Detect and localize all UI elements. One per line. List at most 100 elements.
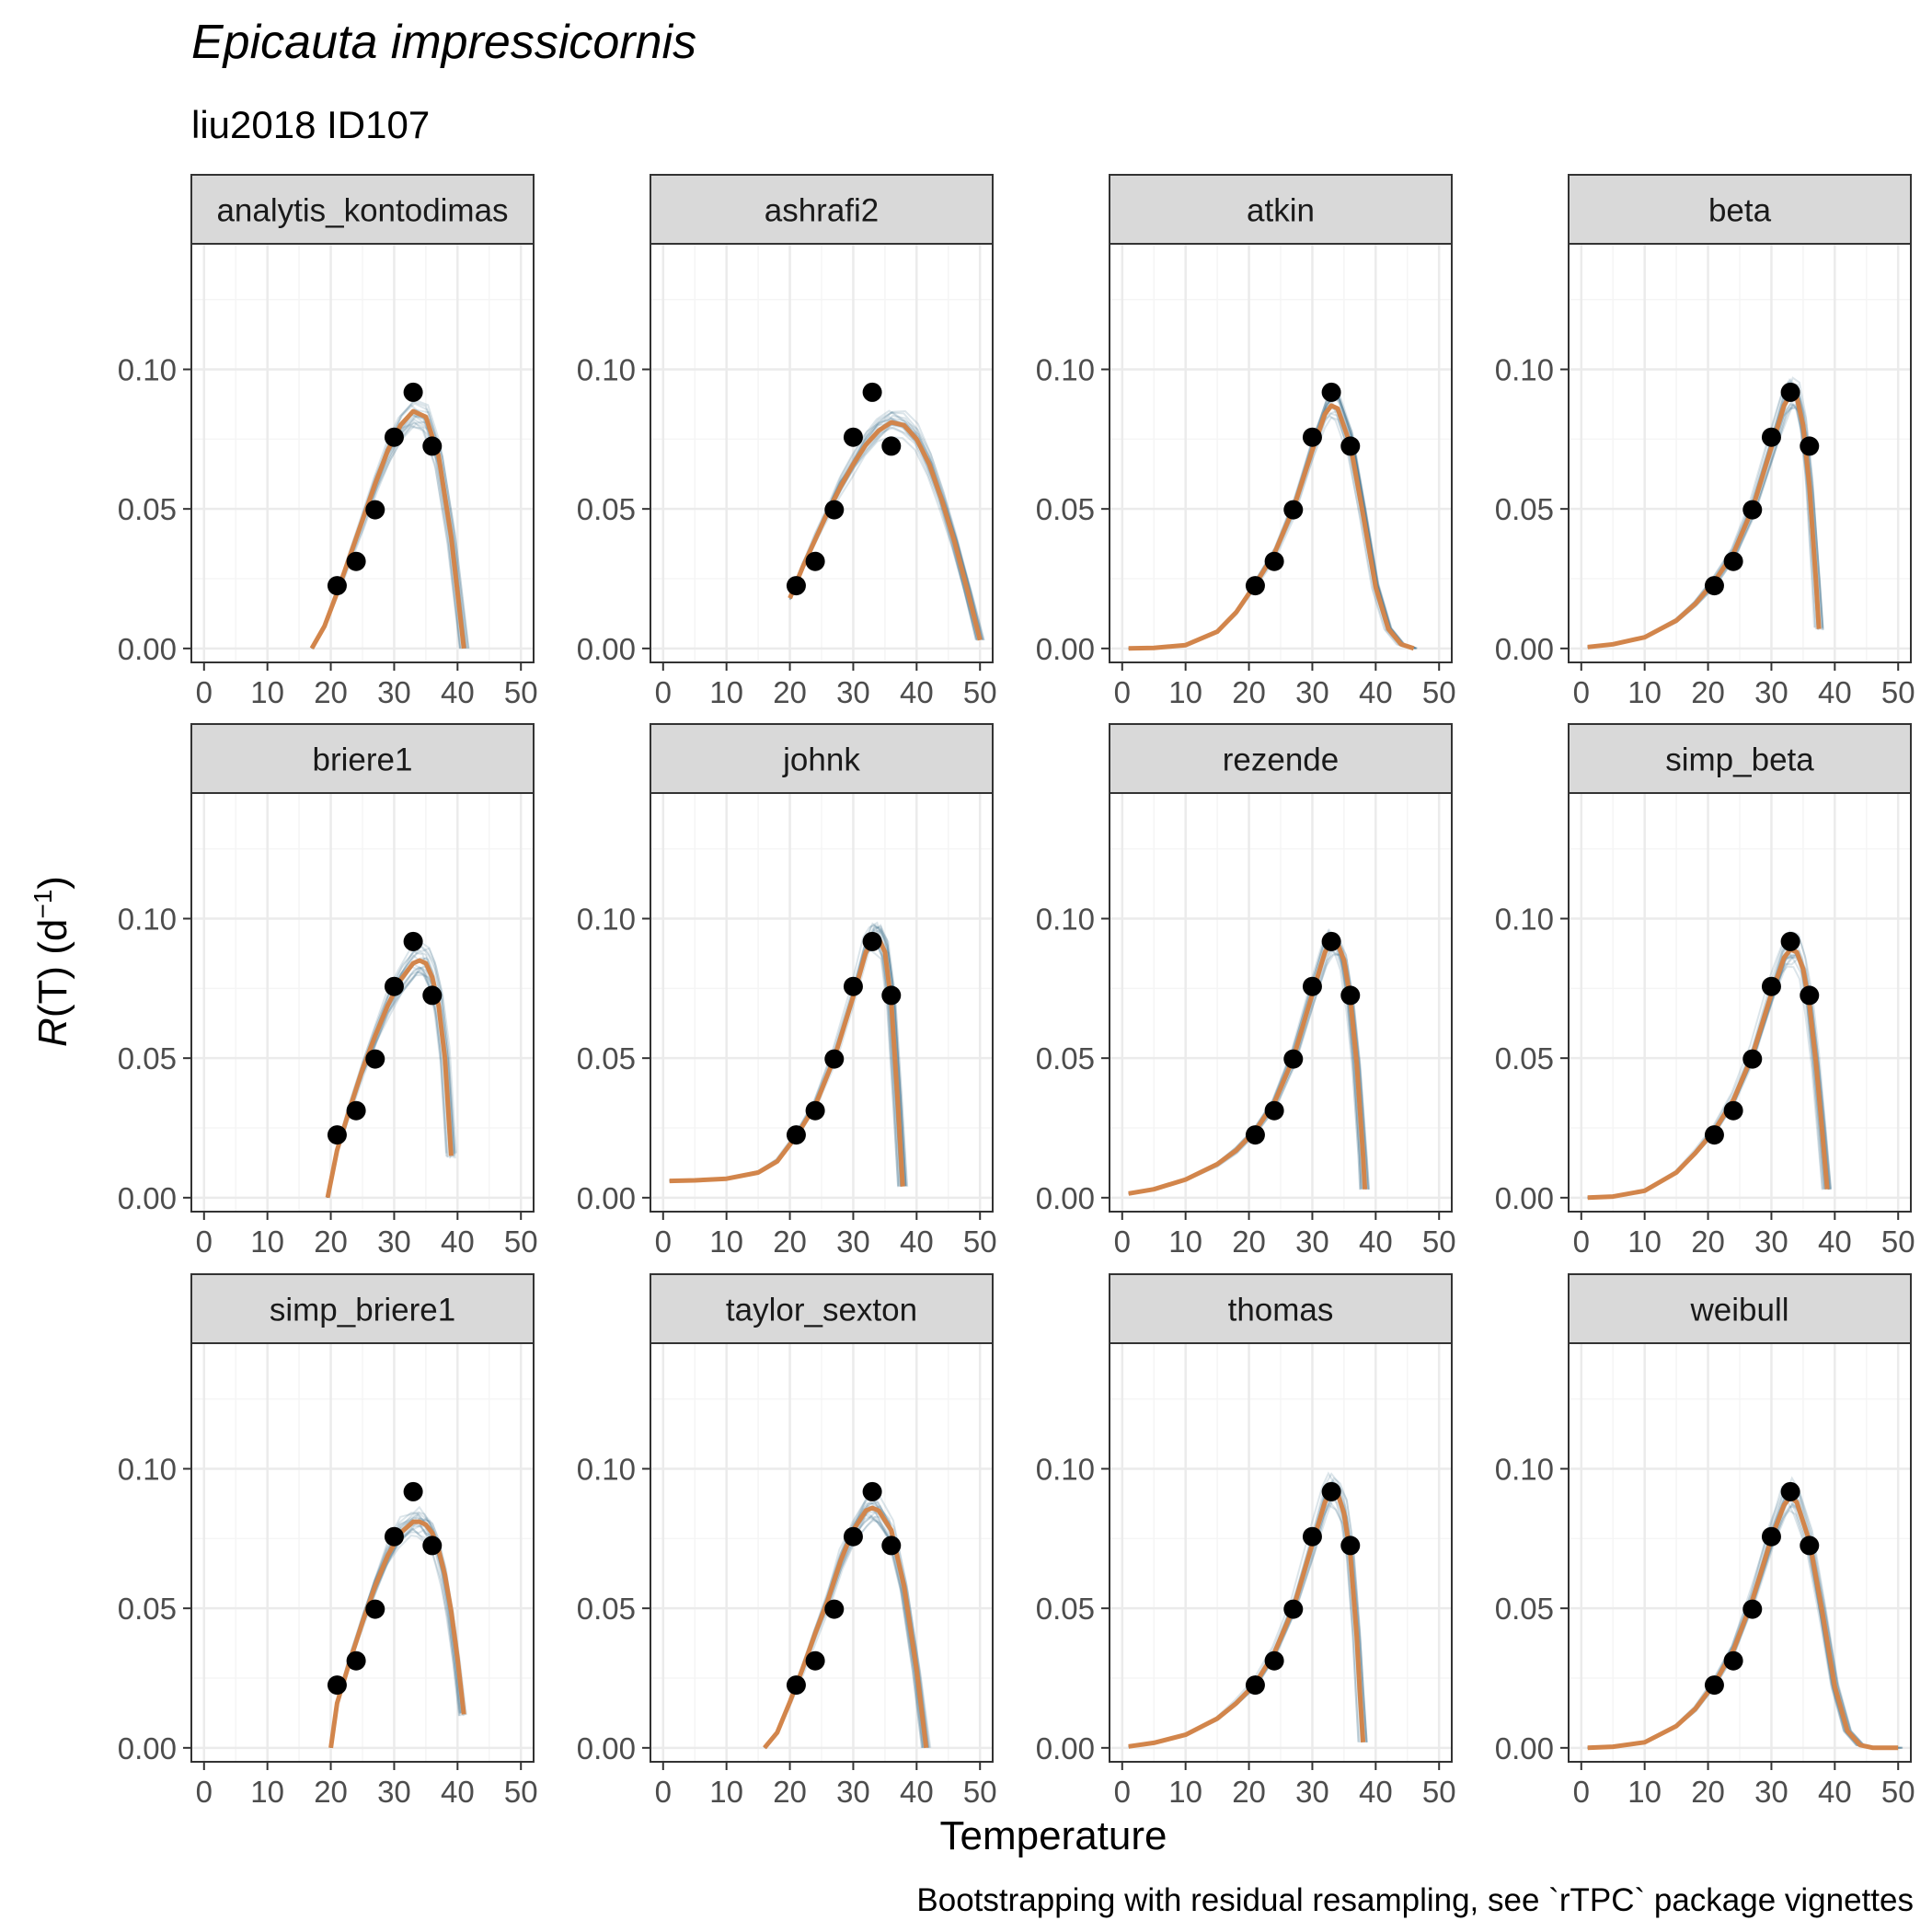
y-tick-label: 0.10 [1036,353,1095,387]
x-tick-label: 50 [1422,1225,1456,1259]
panel-border [650,1342,994,1763]
data-point [1321,1481,1341,1501]
x-tick-label: 40 [1818,675,1852,709]
data-point [1283,1599,1304,1619]
x-tick-label: 10 [1627,675,1662,709]
facet-strip-label: simp_briere1 [270,1293,455,1328]
x-tick-label: 30 [836,675,870,709]
data-point [843,976,863,996]
data-point [881,985,902,1006]
x-tick-label: 50 [963,1775,997,1809]
data-point [365,1599,385,1619]
fitted-curve [328,1519,466,1749]
facet-strip [1568,723,1912,794]
panel-curves [1587,376,1824,650]
x-tick-label: 0 [196,675,213,709]
y-tick-label: 0.00 [1036,1181,1095,1215]
x-tick-label: 20 [1232,1775,1266,1809]
data-point [346,551,366,571]
x-tick-label: 40 [1818,1225,1852,1259]
data-point [881,1535,902,1556]
y-tick-label: 0.00 [1036,632,1095,666]
y-tick-label: 0.10 [1495,353,1554,387]
y-tick-label: 0.10 [577,903,636,937]
facet-panel-simp_briere1: simp_briere1 0.00 0.05 0.10 0 10 20 30 40 50 [118,1273,538,1809]
data-point [1761,1526,1781,1547]
chart-subtitle: liu2018 ID107 [191,103,430,146]
x-tick-label: 30 [1754,1225,1788,1259]
data-point [327,576,347,596]
panel-border [1109,792,1453,1213]
panel-border [1568,1342,1912,1763]
y-axis-label-text: (T) (d [30,919,75,1018]
x-tick-label: 30 [836,1775,870,1809]
y-tick-label: 0.00 [577,1181,636,1215]
x-tick-label: 40 [1818,1775,1852,1809]
facet-panel-rezende: rezende 0.00 0.05 0.10 0 10 20 30 40 50 [1036,723,1456,1259]
y-tick-label: 0.05 [577,1592,636,1626]
data-point [786,576,806,596]
x-tick-label: 50 [1422,675,1456,709]
x-tick-label: 40 [1359,1225,1393,1259]
data-point [1742,1599,1763,1619]
data-point [1264,551,1284,571]
data-point [1245,576,1265,596]
panel-border [1568,792,1912,1213]
x-tick-label: 10 [250,1225,284,1259]
facet-strip [1568,174,1912,245]
facet-strip-label: rezende [1223,742,1339,778]
data-point [1340,985,1361,1006]
facet-panel-weibull: weibull 0.00 0.05 0.10 0 10 20 30 40 50 [1495,1273,1915,1809]
y-axis-label-close: ) [30,876,75,890]
data-point [1283,1049,1304,1069]
data-point [1800,985,1820,1006]
x-tick-label: 30 [377,1775,411,1809]
data-point [1780,382,1800,402]
x-tick-label: 50 [963,675,997,709]
data-point [824,1049,845,1069]
data-point [1245,1675,1265,1696]
x-tick-label: 40 [1359,1775,1393,1809]
x-tick-label: 40 [441,1775,475,1809]
data-point [1800,1535,1820,1556]
y-tick-label: 0.00 [118,1181,177,1215]
x-tick-label: 0 [1114,1225,1131,1259]
data-point [403,931,423,951]
y-tick-label: 0.05 [118,1592,177,1626]
x-tick-label: 40 [900,1225,934,1259]
data-point [384,976,404,996]
data-point [1264,1100,1284,1121]
y-tick-label: 0.00 [577,632,636,666]
x-tick-label: 40 [900,1775,934,1809]
facet-panel-ashrafi2: ashrafi2 0.00 0.05 0.10 0 10 20 30 40 50 [577,174,997,709]
x-tick-label: 30 [1295,675,1329,709]
x-tick-label: 10 [1168,675,1202,709]
fitted-curve [1587,1494,1899,1751]
x-tick-label: 10 [250,675,284,709]
data-point [384,1526,404,1547]
y-tick-label: 0.05 [577,492,636,526]
data-point [327,1675,347,1696]
facet-strip-label: beta [1708,193,1772,229]
data-point [1704,576,1724,596]
x-tick-label: 10 [709,1775,743,1809]
y-tick-label: 0.05 [1036,492,1095,526]
y-tick-label: 0.10 [118,903,177,937]
data-point [1742,1049,1763,1069]
data-point [824,500,845,520]
y-tick-label: 0.10 [577,353,636,387]
facet-strip-label: ashrafi2 [765,193,880,229]
y-tick-label: 0.00 [1036,1731,1095,1765]
panel-curves [788,409,985,641]
data-point [805,1650,825,1671]
facet-panel-johnk: johnk 0.00 0.05 0.10 0 10 20 30 40 50 [577,723,997,1259]
x-tick-label: 30 [836,1225,870,1259]
data-point [384,427,404,447]
data-point [843,427,863,447]
facet-strip-label: simp_beta [1665,742,1814,778]
panel-border [650,243,994,663]
facet-strip-label: analytis_kontodimas [216,193,508,229]
panel-border [190,792,535,1213]
y-tick-label: 0.00 [1495,1181,1554,1215]
facet-strip [650,174,994,245]
